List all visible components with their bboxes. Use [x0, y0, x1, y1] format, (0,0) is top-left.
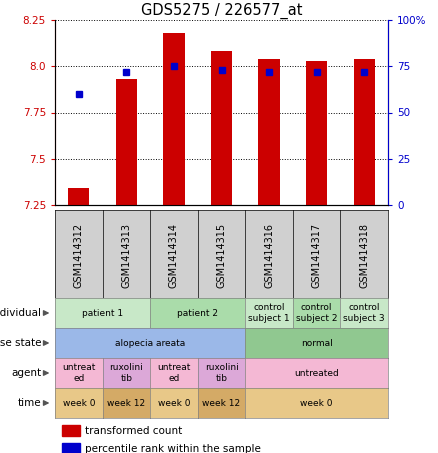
Text: GSM1414316: GSM1414316	[264, 223, 274, 288]
Text: untreat
ed: untreat ed	[157, 363, 191, 383]
Text: week 0: week 0	[158, 399, 190, 408]
Text: control
subject 2: control subject 2	[296, 304, 337, 323]
Bar	[62, 425, 80, 436]
Text: untreat
ed: untreat ed	[62, 363, 95, 383]
Text: week 12: week 12	[202, 399, 240, 408]
Text: GSM1414317: GSM1414317	[312, 223, 321, 288]
Title: GDS5275 / 226577_at: GDS5275 / 226577_at	[141, 2, 302, 19]
Text: GSM1414313: GSM1414313	[121, 223, 131, 288]
Text: time: time	[18, 398, 41, 408]
Text: week 12: week 12	[107, 399, 145, 408]
Text: percentile rank within the sample: percentile rank within the sample	[85, 444, 261, 453]
Text: GSM1414318: GSM1414318	[359, 223, 369, 288]
Bar	[116, 79, 137, 205]
Text: week 0: week 0	[300, 399, 333, 408]
Bar	[62, 443, 80, 453]
Text: ruxolini
tib: ruxolini tib	[205, 363, 238, 383]
Text: alopecia areata: alopecia areata	[115, 338, 185, 347]
Text: week 0: week 0	[63, 399, 95, 408]
Text: GSM1414315: GSM1414315	[216, 223, 226, 288]
Text: agent: agent	[11, 368, 41, 378]
Text: transformed count: transformed count	[85, 426, 182, 436]
Text: individual: individual	[0, 308, 41, 318]
Text: disease state: disease state	[0, 338, 41, 348]
Bar	[68, 188, 89, 205]
Text: control
subject 1: control subject 1	[248, 304, 290, 323]
Text: normal: normal	[301, 338, 332, 347]
Bar	[211, 52, 232, 205]
Text: patient 1: patient 1	[82, 308, 123, 318]
Text: control
subject 3: control subject 3	[343, 304, 385, 323]
Bar	[306, 61, 327, 205]
Bar	[163, 33, 185, 205]
Text: GSM1414312: GSM1414312	[74, 223, 84, 288]
Bar	[258, 59, 280, 205]
Text: patient 2: patient 2	[177, 308, 218, 318]
Text: untreated: untreated	[294, 368, 339, 377]
Text: GSM1414314: GSM1414314	[169, 223, 179, 288]
Text: ruxolini
tib: ruxolini tib	[110, 363, 143, 383]
Bar	[353, 59, 375, 205]
